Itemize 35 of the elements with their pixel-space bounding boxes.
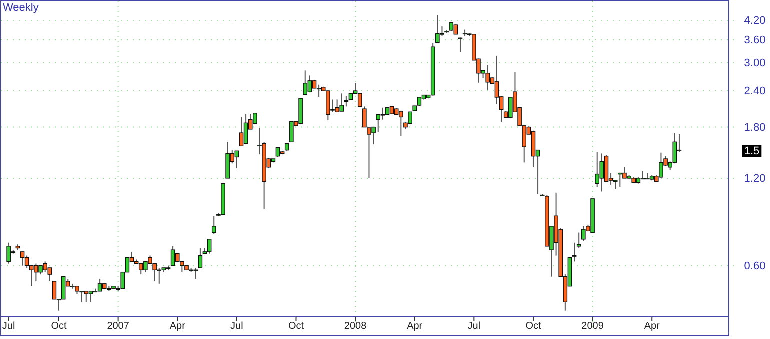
x-tick-label: Oct <box>51 321 67 332</box>
y-tick-label: 1.20 <box>744 172 766 185</box>
x-tick-label: Jul <box>468 321 481 332</box>
y-tick-label: 3.60 <box>744 34 766 46</box>
y-tick-label: 3.00 <box>744 57 766 70</box>
x-tick-label: Jul <box>2 321 16 332</box>
x-tick-label: 2008 <box>344 321 368 332</box>
y-tick-label: 4.20 <box>744 14 766 27</box>
candlestick <box>458 37 463 53</box>
candlestick <box>572 242 577 262</box>
candlestick <box>207 238 212 254</box>
x-tick-label: Oct <box>526 321 542 332</box>
candlestick <box>358 92 362 108</box>
candlestick <box>276 147 280 158</box>
chart-title: Weekly <box>3 2 40 14</box>
x-tick-label: Jul <box>230 321 244 332</box>
x-tick-label: Apr <box>407 321 424 332</box>
x-tick-label: 2009 <box>582 321 604 332</box>
y-tick-label: 1.80 <box>744 122 766 134</box>
candlestick <box>576 232 582 249</box>
candlestick <box>212 216 216 235</box>
x-tick-label: Apr <box>644 321 661 332</box>
candlestick <box>303 70 308 96</box>
y-tick-label: 2.40 <box>744 86 766 98</box>
x-tick-label: 2007 <box>107 321 130 332</box>
candlestick <box>239 116 244 147</box>
candlestick <box>344 96 349 108</box>
x-tick-label: Apr <box>170 321 186 332</box>
candlestick <box>20 251 25 266</box>
y-tick-label: 0.60 <box>744 260 766 272</box>
candlestick <box>376 114 381 133</box>
x-tick-label: Oct <box>288 321 304 332</box>
text: 1.5 <box>744 145 760 158</box>
candlestick <box>198 248 203 268</box>
candlestick <box>52 281 57 300</box>
